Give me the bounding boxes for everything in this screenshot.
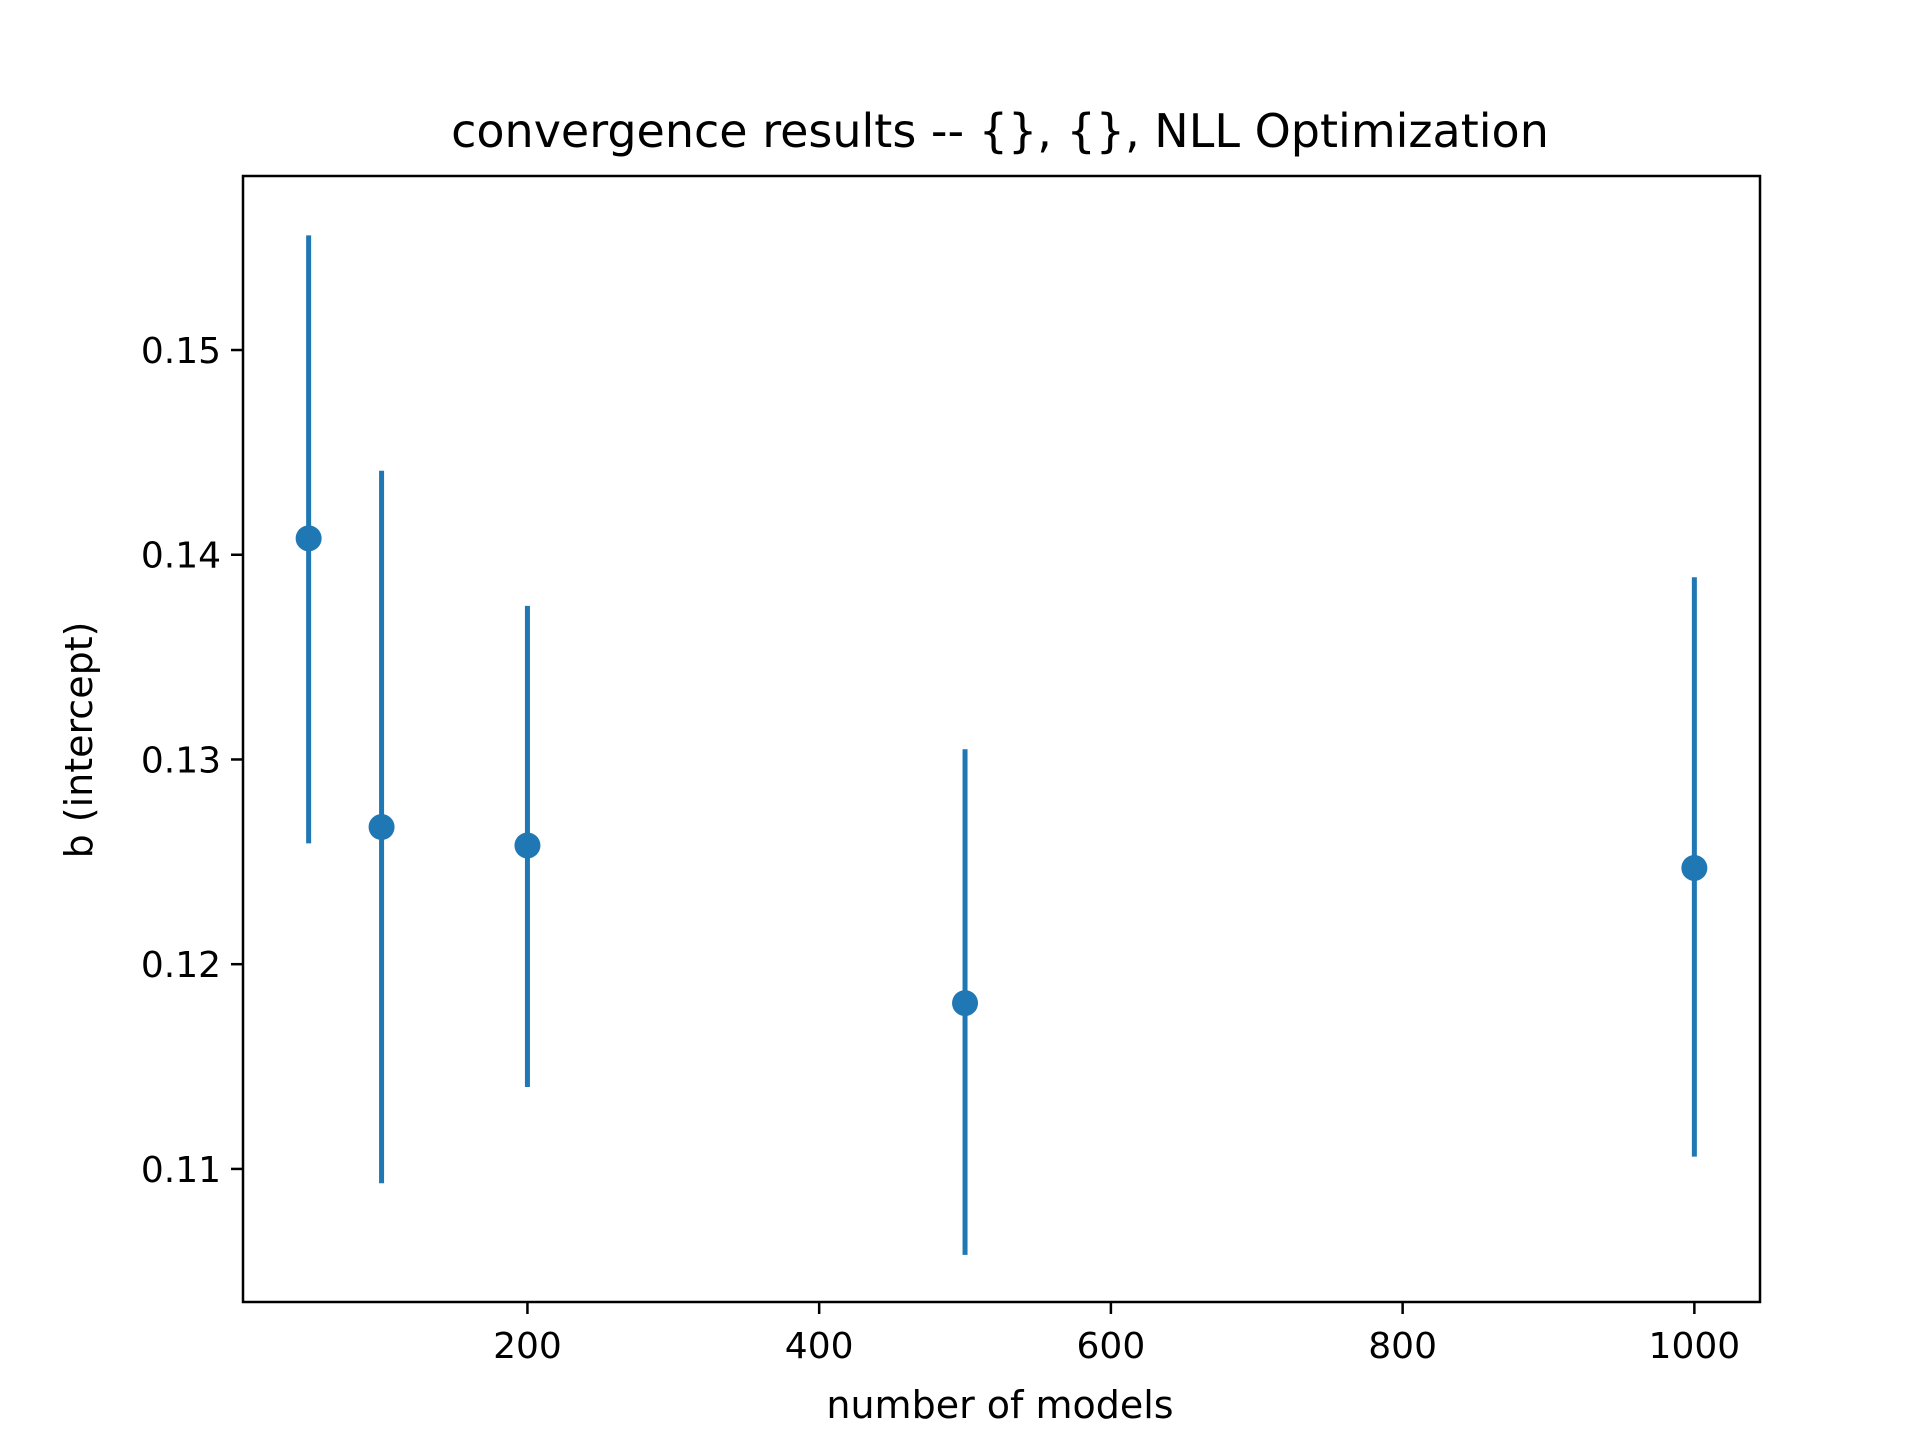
plot-area: 200 400 600 800 1000 0.11 0.12 0.13 0.14 0.15 xyxy=(141,174,1762,1367)
x-axis-label: number of models xyxy=(826,1383,1173,1427)
y-axis-label: b (intercept) xyxy=(57,622,101,859)
data-point-0 xyxy=(295,525,322,552)
y-tick-label-3: 0.14 xyxy=(141,536,221,577)
x-tick-label-0: 200 xyxy=(493,1326,562,1367)
y-tick-label-2: 0.13 xyxy=(141,740,221,781)
chart-title: convergence results -- {}, {}, NLL Optim… xyxy=(451,104,1549,158)
x-tick-label-3: 800 xyxy=(1368,1326,1437,1367)
data-point-1 xyxy=(368,814,395,841)
y-tick-label-4: 0.15 xyxy=(141,331,221,372)
data-point-4 xyxy=(1681,854,1708,881)
x-tick-label-4: 1000 xyxy=(1649,1326,1741,1367)
y-tick-label-0: 0.11 xyxy=(141,1150,221,1191)
data-point-3 xyxy=(952,990,979,1017)
axes-frame xyxy=(241,174,1762,1304)
data-point-2 xyxy=(514,832,541,859)
x-tick-label-1: 400 xyxy=(785,1326,854,1367)
y-tick-label-1: 0.12 xyxy=(141,945,221,986)
x-tick-label-2: 600 xyxy=(1077,1326,1146,1367)
